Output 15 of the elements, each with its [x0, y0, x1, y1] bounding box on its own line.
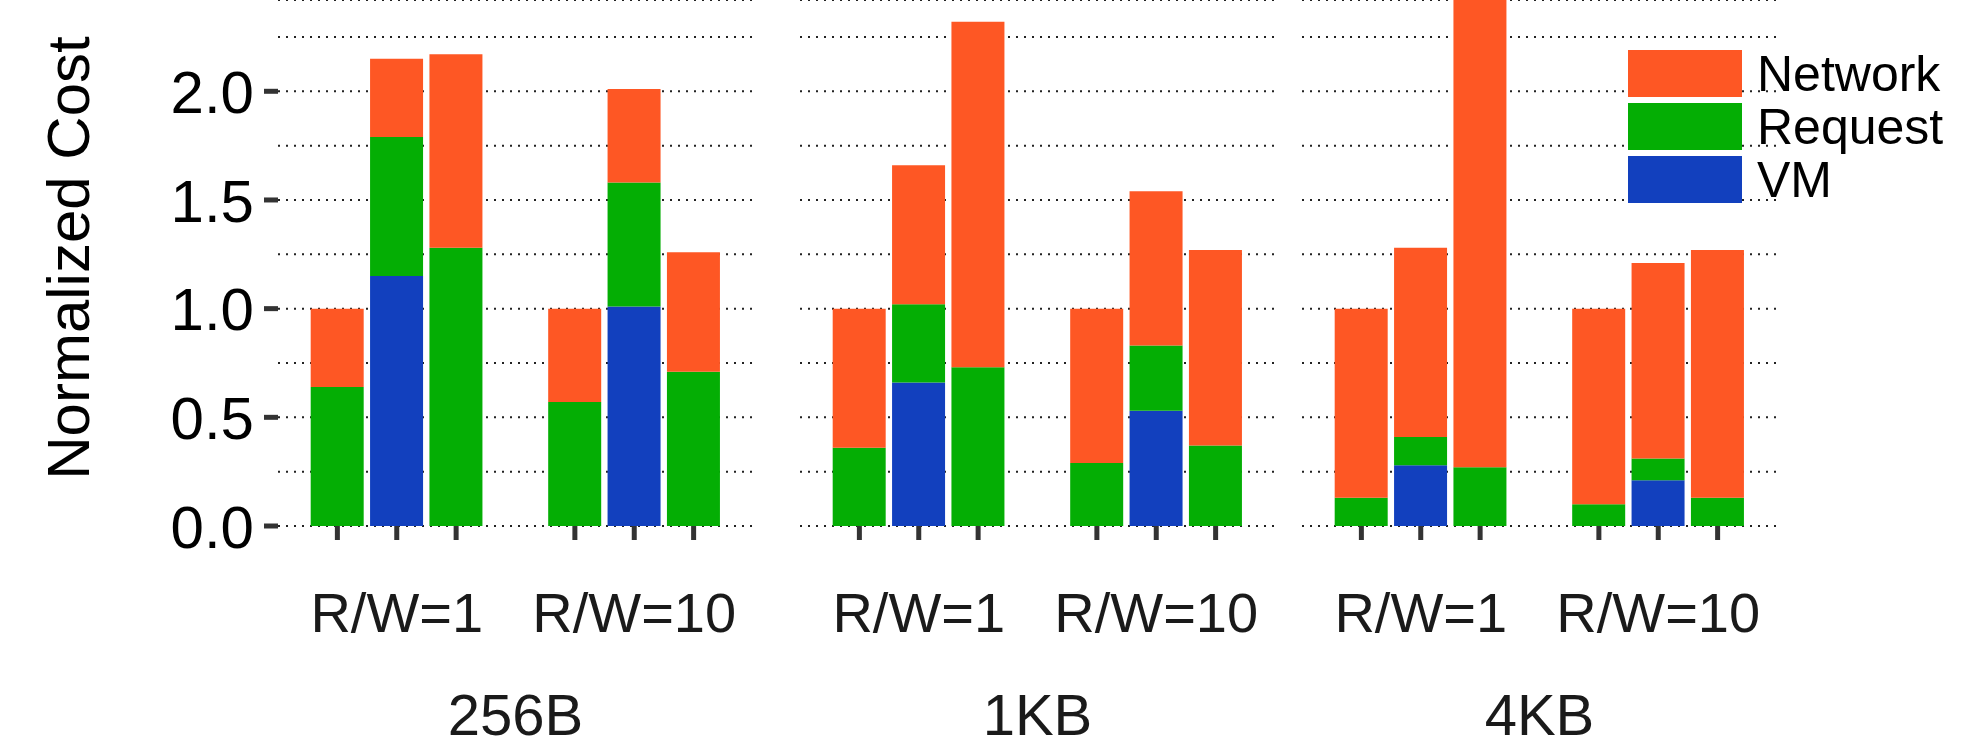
y-tick-label: 0.5	[170, 384, 254, 452]
x-tick-label: R/W=1	[1334, 581, 1508, 644]
y-tick-label: 1.5	[170, 167, 254, 235]
x-tick-label: R/W=10	[1556, 581, 1761, 644]
x-tick-label: R/W=10	[532, 581, 737, 644]
x-tick-label: R/W=10	[1054, 581, 1259, 644]
x-axis-title: 4KB	[1484, 682, 1595, 744]
y-tick-label: 2.0	[170, 58, 254, 126]
y-tick-label: 0.0	[170, 493, 254, 561]
y-axis-title: Normalized Cost	[34, 35, 102, 480]
x-tick-label: R/W=1	[310, 581, 484, 644]
y-tick-label: 1.0	[170, 276, 254, 344]
x-tick-label: R/W=1	[832, 581, 1006, 644]
x-axis-title: 256B	[447, 682, 584, 744]
x-axis-title: 1KB	[982, 682, 1093, 744]
